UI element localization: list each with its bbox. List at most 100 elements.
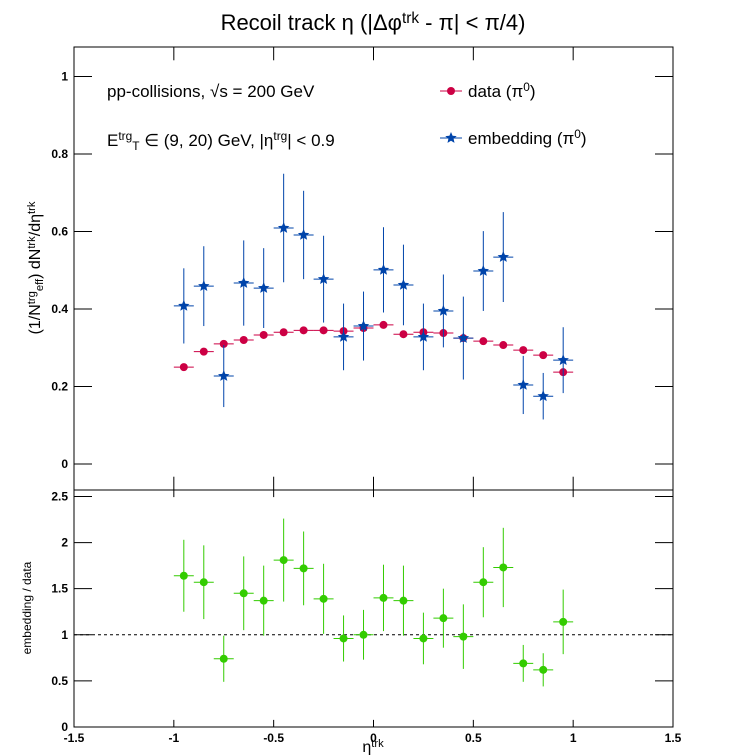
point bbox=[379, 593, 388, 602]
point bbox=[317, 273, 330, 284]
point bbox=[399, 330, 408, 339]
text-segment: ) bbox=[581, 129, 587, 148]
point bbox=[357, 320, 370, 331]
x-tick-label: 1.5 bbox=[665, 731, 682, 745]
point bbox=[337, 330, 350, 342]
text-segment: 0 bbox=[523, 80, 530, 94]
text-segment: | < 0.9 bbox=[287, 131, 334, 150]
point bbox=[299, 564, 308, 573]
text-segment: T bbox=[132, 139, 139, 153]
point bbox=[219, 654, 228, 663]
text-segment: ∈ (9, 20) GeV, |η bbox=[140, 131, 274, 150]
point bbox=[479, 578, 488, 587]
point bbox=[198, 280, 210, 291]
text-segment: (1/N bbox=[27, 304, 44, 334]
text-segment: trk bbox=[402, 10, 419, 27]
text-segment: /dη bbox=[27, 214, 44, 236]
point bbox=[218, 370, 230, 381]
legend-marker bbox=[445, 132, 457, 143]
point bbox=[437, 304, 450, 316]
point bbox=[259, 330, 268, 339]
x-tick-label: 1 bbox=[570, 731, 577, 745]
point bbox=[557, 354, 569, 365]
y-axis-label: embedding / data bbox=[20, 561, 34, 654]
point bbox=[258, 282, 270, 293]
point bbox=[239, 336, 248, 345]
point bbox=[319, 326, 328, 335]
x-tick-label: -1 bbox=[168, 731, 179, 745]
text-segment: trk bbox=[26, 201, 38, 214]
point bbox=[277, 222, 290, 233]
point bbox=[419, 634, 428, 643]
point bbox=[397, 279, 410, 290]
legend-label: data (π0) bbox=[468, 80, 536, 101]
annotation: EtrgT ∈ (9, 20) GeV, |ηtrg| < 0.9 bbox=[107, 129, 335, 153]
text-segment: E bbox=[107, 131, 118, 150]
point bbox=[377, 263, 390, 275]
point bbox=[299, 326, 308, 335]
x-tick-label: -1.5 bbox=[64, 731, 85, 745]
y-tick-label: 0.4 bbox=[51, 302, 68, 316]
point bbox=[519, 659, 528, 668]
text-segment: trk bbox=[371, 738, 384, 750]
point bbox=[399, 596, 408, 605]
y-tick-label: 2.5 bbox=[51, 489, 68, 503]
y-tick-label: 0.8 bbox=[51, 147, 68, 161]
point bbox=[179, 571, 188, 580]
point bbox=[519, 346, 528, 355]
chart-title: Recoil track η (|Δφtrk - π| < π/4) bbox=[221, 10, 526, 36]
y-tick-label: 0 bbox=[61, 457, 68, 471]
text-segment: trg bbox=[118, 129, 132, 143]
y-tick-label: 1 bbox=[61, 628, 68, 642]
point bbox=[439, 614, 448, 623]
text-segment: trg bbox=[26, 291, 38, 304]
y-tick-label: 2 bbox=[61, 536, 68, 550]
point bbox=[517, 379, 529, 390]
point bbox=[539, 351, 548, 360]
y-tick-label: 1 bbox=[61, 69, 68, 83]
point bbox=[339, 634, 348, 643]
y-axis-label: (1/Ntrgeff) dNtrk/dηtrk bbox=[26, 201, 47, 334]
point bbox=[279, 556, 288, 565]
point bbox=[319, 594, 328, 603]
point bbox=[499, 341, 508, 350]
text-segment: pp-collisions, √s = 200 GeV bbox=[107, 82, 315, 101]
point bbox=[459, 632, 468, 641]
point bbox=[559, 617, 568, 626]
y-tick-label: 1.5 bbox=[51, 582, 68, 596]
legend-marker bbox=[447, 87, 455, 95]
point bbox=[199, 347, 208, 356]
point bbox=[477, 265, 489, 276]
point bbox=[199, 578, 208, 587]
x-tick-label: -0.5 bbox=[263, 731, 284, 745]
text-segment: 0 bbox=[574, 127, 581, 141]
text-segment: data (π bbox=[468, 82, 523, 101]
point bbox=[239, 589, 248, 598]
point bbox=[238, 277, 250, 288]
point bbox=[417, 330, 430, 342]
point bbox=[499, 563, 508, 572]
point bbox=[359, 630, 368, 639]
x-tick-label: 0.5 bbox=[465, 731, 482, 745]
y-tick-label: 0 bbox=[61, 720, 68, 734]
point bbox=[259, 596, 268, 605]
point bbox=[178, 299, 190, 311]
text-segment: trg bbox=[273, 129, 287, 143]
y-tick-label: 0.6 bbox=[51, 224, 68, 238]
annotation: pp-collisions, √s = 200 GeV bbox=[107, 82, 315, 101]
text-segment: - π| < π/4) bbox=[419, 10, 525, 35]
point bbox=[479, 337, 488, 346]
text-segment: eff bbox=[34, 278, 46, 291]
text-segment: embedding (π bbox=[468, 129, 574, 148]
point bbox=[219, 339, 228, 348]
point bbox=[457, 332, 470, 343]
point bbox=[497, 251, 509, 262]
x-tick-label: 0 bbox=[370, 731, 377, 745]
point bbox=[297, 229, 310, 240]
point bbox=[379, 320, 388, 329]
x-axis-label: ηtrk bbox=[362, 738, 384, 755]
text-segment: ) bbox=[530, 82, 536, 101]
y-tick-label: 0.5 bbox=[51, 674, 68, 688]
